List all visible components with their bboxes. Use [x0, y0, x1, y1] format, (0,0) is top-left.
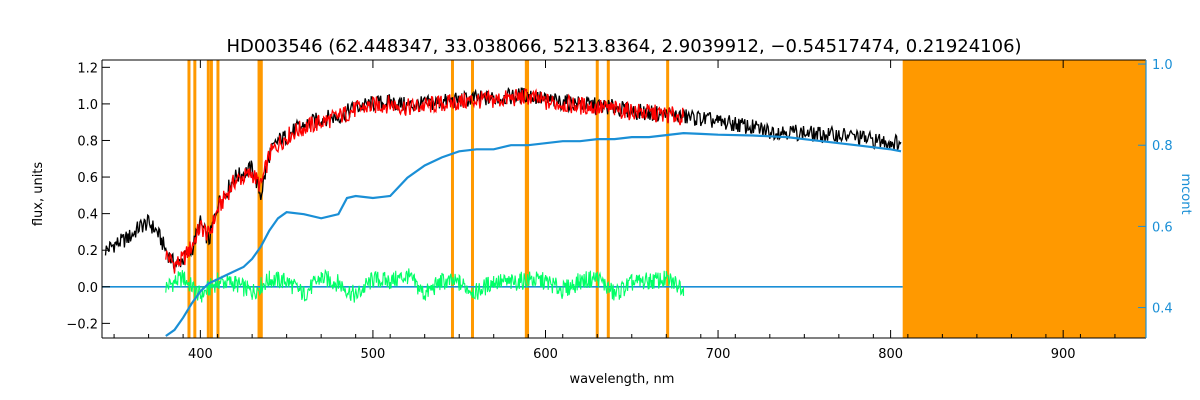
masked-line-8: [470, 60, 474, 338]
axes-layer: 400 500 600 700 800 900 −0.2 0.0 0.2 0.4 0.6 0.8 1.0…: [66, 58, 1172, 362]
y2-tick-label-2: 0.8: [1152, 139, 1173, 154]
y2-tick-label-3: 1.0: [1152, 58, 1173, 73]
mask-layer: [187, 60, 1146, 338]
y-tick-label-1: 0.0: [77, 281, 98, 296]
masked-line-13: [666, 60, 670, 338]
residuals: [165, 268, 685, 303]
masked-line-0: [187, 60, 191, 338]
x-tick-label-2: 600: [533, 347, 558, 362]
chart-title: HD003546 (62.448347, 33.038066, 5213.836…: [226, 36, 1021, 57]
masked-line-4: [216, 60, 220, 338]
x-tick-label-1: 500: [361, 347, 386, 362]
masked-line-5: [257, 60, 261, 338]
masked-line-3: [209, 60, 213, 338]
masked-region: [902, 60, 1146, 338]
x-tick-label-3: 700: [706, 347, 731, 362]
y2-axis-label: mcont: [1178, 173, 1193, 214]
x-tick-label-0: 400: [188, 347, 213, 362]
x-tick-label-4: 800: [878, 347, 903, 362]
x-axis-label: wavelength, nm: [570, 372, 675, 387]
y-tick-label-3: 0.4: [77, 208, 98, 223]
x-tick-label-5: 900: [1051, 347, 1076, 362]
masked-line-7: [450, 60, 454, 338]
y2-tick-label-0: 0.4: [1152, 302, 1173, 317]
y-tick-label-7: 1.2: [77, 61, 98, 76]
y-tick-label-5: 0.8: [77, 134, 98, 149]
mcont-curve: [165, 131, 902, 337]
masked-line-12: [606, 60, 610, 338]
masked-line-2: [206, 60, 210, 338]
y-axis-label: flux, units: [31, 162, 46, 227]
y2-tick-label-1: 0.6: [1152, 220, 1173, 235]
y-tick-label-4: 0.6: [77, 171, 98, 186]
masked-line-1: [193, 60, 197, 338]
model-spectrum: [165, 88, 685, 274]
masked-line-10: [526, 60, 530, 338]
y-tick-label-0: −0.2: [66, 317, 98, 332]
masked-line-11: [595, 60, 599, 338]
y-tick-label-6: 1.0: [77, 98, 98, 113]
series-layer: [102, 87, 903, 337]
y-tick-label-2: 0.2: [77, 244, 98, 259]
